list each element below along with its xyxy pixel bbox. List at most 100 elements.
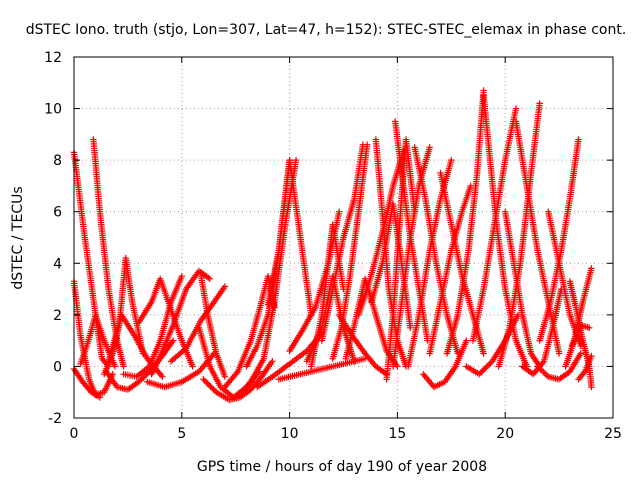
series-2 bbox=[70, 278, 116, 398]
chart-title: dSTEC Iono. truth (stjo, Lon=307, Lat=47… bbox=[26, 22, 627, 38]
data-point bbox=[555, 350, 563, 357]
y-axis-label: dSTEC / TECUs bbox=[10, 186, 26, 289]
data-point bbox=[221, 283, 229, 290]
series-49 bbox=[534, 350, 584, 383]
series-39 bbox=[426, 182, 474, 357]
data-point bbox=[178, 273, 185, 280]
data-point bbox=[205, 274, 212, 281]
data-point bbox=[181, 346, 188, 353]
y-tick-label: 12 bbox=[44, 50, 62, 66]
series-28 bbox=[336, 311, 390, 378]
data-point bbox=[269, 358, 276, 365]
data-point bbox=[577, 350, 584, 357]
series-55 bbox=[575, 352, 595, 383]
data-point bbox=[407, 324, 414, 331]
data-point bbox=[170, 337, 177, 344]
data-point bbox=[575, 136, 582, 143]
x-tick-label: 20 bbox=[496, 426, 514, 442]
data-point bbox=[138, 375, 145, 383]
series-22 bbox=[275, 355, 369, 383]
data-point bbox=[586, 324, 593, 331]
data-point bbox=[480, 350, 487, 357]
data-point bbox=[539, 367, 546, 374]
series-4 bbox=[90, 136, 127, 370]
data-point bbox=[536, 100, 543, 107]
data-point bbox=[512, 105, 520, 112]
data-point bbox=[292, 156, 300, 164]
data-point bbox=[159, 373, 166, 380]
data-point bbox=[542, 370, 549, 377]
data-point bbox=[221, 373, 229, 380]
data-point bbox=[135, 378, 142, 386]
series-46 bbox=[502, 208, 543, 370]
data-point bbox=[246, 380, 253, 387]
x-tick-label: 25 bbox=[604, 426, 622, 442]
axes: 0 5 10 15 20 25 -2 0 2 4 6 8 10 12 bbox=[44, 50, 622, 442]
series-38 bbox=[420, 337, 470, 391]
data-point bbox=[189, 363, 196, 370]
series-17 bbox=[221, 273, 278, 391]
series-41 bbox=[443, 87, 487, 357]
series-50 bbox=[536, 136, 582, 344]
y-tick-label: 10 bbox=[44, 102, 62, 118]
series-3 bbox=[70, 365, 104, 401]
series-54 bbox=[568, 322, 593, 349]
data-point bbox=[210, 386, 217, 393]
data-point bbox=[205, 381, 213, 389]
data-point bbox=[476, 371, 483, 378]
data-point bbox=[426, 144, 433, 151]
y-tick-label: 0 bbox=[53, 359, 62, 375]
data-point bbox=[535, 364, 543, 372]
data-points bbox=[70, 87, 595, 404]
data-point bbox=[588, 352, 595, 360]
series-34 bbox=[389, 144, 433, 370]
data-point bbox=[480, 366, 487, 374]
y-tick-label: 2 bbox=[53, 308, 62, 324]
y-tick-label: 6 bbox=[53, 205, 62, 221]
data-point bbox=[540, 369, 547, 376]
x-tick-label: 5 bbox=[177, 426, 186, 442]
series-1 bbox=[70, 149, 112, 370]
data-point bbox=[120, 363, 127, 370]
data-point bbox=[336, 208, 343, 215]
x-axis-label: GPS time / hours of day 190 of year 2008 bbox=[197, 459, 487, 475]
x-tick-label: 10 bbox=[281, 426, 299, 442]
data-point bbox=[543, 372, 550, 379]
data-point bbox=[96, 394, 104, 401]
data-point bbox=[484, 362, 492, 369]
x-tick-label: 0 bbox=[70, 426, 79, 442]
series-12 bbox=[148, 267, 213, 378]
data-point bbox=[208, 384, 216, 392]
data-point bbox=[479, 368, 486, 375]
data-point bbox=[203, 379, 210, 386]
data-point bbox=[580, 369, 587, 377]
series-44 bbox=[480, 92, 530, 370]
data-point bbox=[200, 376, 207, 383]
data-point bbox=[201, 377, 208, 384]
y-tick-label: 4 bbox=[53, 256, 62, 272]
x-tick-label: 15 bbox=[388, 426, 406, 442]
data-point bbox=[463, 337, 470, 344]
data-point bbox=[207, 383, 214, 390]
data-point bbox=[486, 360, 493, 368]
data-point bbox=[481, 365, 489, 372]
series-25 bbox=[308, 221, 347, 370]
plot-frame bbox=[73, 56, 614, 419]
data-point bbox=[111, 363, 119, 370]
data-point bbox=[448, 156, 455, 164]
y-tick-label: 8 bbox=[53, 153, 62, 169]
series-27 bbox=[329, 141, 371, 362]
data-point bbox=[351, 358, 358, 365]
data-point bbox=[140, 374, 147, 381]
series-15 bbox=[198, 273, 229, 380]
data-point bbox=[364, 141, 371, 148]
data-point bbox=[233, 369, 240, 377]
data-point bbox=[206, 275, 213, 282]
data-point bbox=[204, 380, 211, 387]
data-point bbox=[588, 383, 595, 391]
series-40 bbox=[437, 169, 487, 357]
series-26 bbox=[318, 141, 367, 344]
data-point bbox=[477, 369, 484, 376]
series-51 bbox=[545, 208, 584, 349]
